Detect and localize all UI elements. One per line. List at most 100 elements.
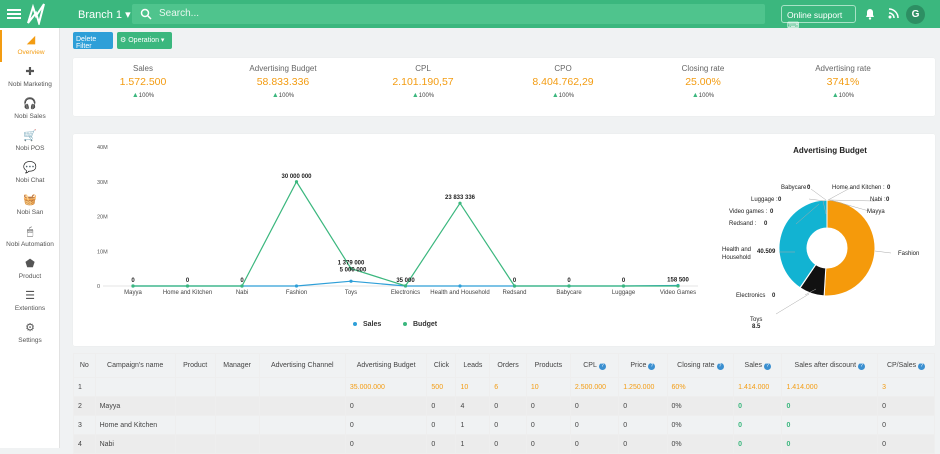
data-point-sales[interactable] bbox=[294, 284, 299, 288]
data-point-budget[interactable] bbox=[294, 180, 299, 184]
kpi-value: 25.00% bbox=[685, 76, 721, 88]
avatar[interactable]: G bbox=[906, 5, 925, 24]
data-point-sales[interactable] bbox=[458, 284, 462, 288]
kpi-change: ▲100% bbox=[691, 92, 715, 99]
pie-slice[interactable] bbox=[778, 199, 828, 289]
table-cell bbox=[258, 434, 346, 454]
help-icon[interactable]: ? bbox=[918, 362, 926, 370]
column-header[interactable]: Product bbox=[174, 353, 216, 378]
table-cell bbox=[214, 377, 260, 397]
column-header[interactable]: Products bbox=[525, 353, 571, 378]
menu-icon[interactable] bbox=[7, 7, 21, 21]
column-header[interactable]: Click bbox=[426, 353, 457, 378]
y-tick-label: 30M bbox=[97, 180, 108, 186]
sidebar-item-extentions[interactable]: ☰ Extentions bbox=[0, 286, 60, 318]
arrow-up-icon: ▲ bbox=[131, 92, 139, 99]
help-icon[interactable]: ? bbox=[598, 362, 606, 370]
table-cell bbox=[174, 377, 216, 397]
table-cell: 0 bbox=[489, 396, 527, 416]
data-point-budget[interactable] bbox=[621, 284, 626, 288]
sidebar-item-overview[interactable]: ◢ Overview bbox=[0, 30, 60, 62]
bell-icon[interactable] bbox=[864, 8, 876, 20]
data-point-budget[interactable] bbox=[676, 284, 680, 288]
sidebar-item-label: Settings bbox=[18, 337, 42, 344]
pie-label: Nabi : bbox=[870, 197, 886, 203]
table-cell: 0 bbox=[733, 396, 783, 416]
pie-slice[interactable] bbox=[823, 199, 876, 297]
pie-label: Redsand : bbox=[729, 221, 757, 227]
chat-icon: 💬 bbox=[23, 162, 37, 174]
pie-label: Toys bbox=[750, 317, 762, 323]
sidebar-item-settings[interactable]: ⚙ Settings bbox=[0, 318, 60, 350]
table-row[interactable]: 1 35.000.000 500 10 6 10 2.500.000 1.250.000 60%… bbox=[73, 377, 935, 397]
column-header[interactable]: CPL? bbox=[569, 353, 620, 378]
sidebar-item-nobi-automation[interactable]: 🖱 Nobi Automation bbox=[0, 222, 60, 254]
delete-filter-button[interactable]: Delete Filter bbox=[73, 32, 113, 50]
operation-button[interactable]: ⚙ Operation ▾ bbox=[117, 32, 172, 49]
help-icon[interactable]: ? bbox=[716, 362, 724, 370]
table-cell: 0 bbox=[733, 434, 783, 454]
data-point-budget[interactable] bbox=[349, 267, 353, 271]
pie-label: Video games : bbox=[729, 209, 768, 215]
column-header[interactable]: Campaign's name bbox=[94, 353, 176, 378]
legend-budget-marker bbox=[403, 322, 407, 326]
kpi-cpo: CPO 8.404.762,29 ▲100% bbox=[508, 64, 618, 99]
sidebar-item-nobi-san[interactable]: 🧺 Nobi San bbox=[0, 190, 60, 222]
top-bar: Branch 1 ▾ Search... Online support ⌨ G bbox=[0, 0, 940, 30]
table-cell bbox=[214, 396, 260, 416]
table-row[interactable]: 2 Mayya 0 0 4 0 0 0 0 0% 0 0 0 bbox=[73, 396, 935, 416]
arrow-up-icon: ▲ bbox=[271, 92, 279, 99]
column-header[interactable]: Leads bbox=[455, 353, 491, 378]
data-point-sales[interactable] bbox=[349, 279, 353, 283]
help-icon[interactable]: ? bbox=[858, 362, 866, 370]
sidebar-item-nobi-pos[interactable]: 🛒 Nobi POS bbox=[0, 126, 60, 158]
legend-budget[interactable]: Budget bbox=[413, 321, 438, 328]
sidebar-item-nobi-marketing[interactable]: ✚ Nobi Marketing bbox=[0, 62, 60, 94]
column-header[interactable]: Advertising Channel bbox=[258, 353, 346, 378]
kpi-panel bbox=[73, 58, 935, 116]
sidebar-item-product[interactable]: ⬟ Product bbox=[0, 254, 60, 286]
column-header[interactable]: Sales? bbox=[733, 353, 783, 378]
column-header[interactable]: No bbox=[73, 353, 96, 378]
search-input[interactable]: Search... bbox=[132, 4, 765, 24]
table-cell: 1.414.000 bbox=[781, 377, 879, 397]
kpi-title: CPO bbox=[554, 64, 572, 73]
data-point-budget[interactable] bbox=[240, 284, 244, 288]
branch-select[interactable]: Branch 1 ▾ bbox=[78, 9, 131, 21]
column-header[interactable]: Sales after discount? bbox=[781, 353, 879, 378]
sidebar-item-nobi-sales[interactable]: 🎧 Nobi Sales bbox=[0, 94, 60, 126]
table-cell bbox=[214, 415, 260, 435]
column-header[interactable]: Advertising Budget bbox=[344, 353, 428, 378]
search-icon bbox=[140, 8, 152, 20]
table-row[interactable]: 4 Nabi 0 0 1 0 0 0 0 0% 0 0 0 bbox=[73, 434, 935, 454]
column-header[interactable]: Closing rate? bbox=[666, 353, 735, 378]
table-cell: 1 bbox=[455, 434, 491, 454]
legend-sales[interactable]: Sales bbox=[363, 321, 381, 328]
data-point-budget[interactable] bbox=[512, 284, 517, 288]
table-cell: 2 bbox=[73, 396, 96, 416]
table-row[interactable]: 3 Home and Kitchen 0 0 1 0 0 0 0 0% 0 0 0 bbox=[73, 415, 935, 435]
chart-area-icon: ◢ bbox=[26, 34, 36, 46]
arrow-up-icon: ▲ bbox=[551, 92, 559, 99]
data-point-budget[interactable] bbox=[567, 284, 571, 288]
logo-icon[interactable] bbox=[26, 3, 46, 25]
help-icon[interactable]: ? bbox=[764, 362, 772, 370]
help-icon[interactable]: ? bbox=[648, 362, 656, 370]
column-header[interactable]: Price? bbox=[618, 353, 668, 378]
table-cell: 0 bbox=[489, 415, 527, 435]
y-tick-label: 20M bbox=[97, 215, 108, 221]
sidebar-item-nobi-chat[interactable]: 💬 Nobi Chat bbox=[0, 158, 60, 190]
data-point-budget[interactable] bbox=[185, 284, 190, 288]
column-header[interactable]: Manager bbox=[214, 353, 260, 378]
pie-label: Luggage : bbox=[751, 197, 778, 203]
table-cell: 0 bbox=[733, 415, 783, 435]
data-point-budget[interactable] bbox=[458, 201, 462, 205]
column-header[interactable]: CP/Sales? bbox=[877, 353, 935, 378]
data-label: 35 000 bbox=[396, 278, 415, 284]
column-header[interactable]: Orders bbox=[489, 353, 527, 378]
online-support-button[interactable]: Online support ⌨ bbox=[781, 5, 856, 30]
data-point-budget[interactable] bbox=[403, 284, 408, 288]
table-cell: 0 bbox=[426, 396, 457, 416]
rss-icon[interactable] bbox=[888, 8, 899, 19]
data-point-budget[interactable] bbox=[131, 284, 135, 288]
